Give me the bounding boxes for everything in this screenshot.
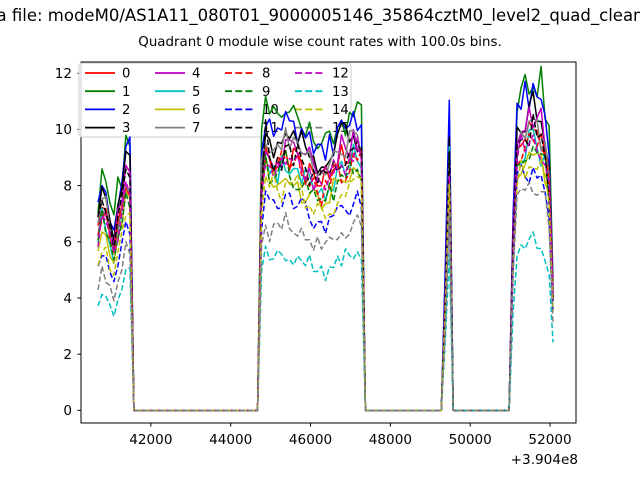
series-line-7: [97, 118, 554, 412]
x-tick-label: 48000: [369, 432, 412, 448]
x-tick-label: 50000: [449, 432, 492, 448]
legend-entry-label: 4: [192, 67, 200, 82]
y-tick-label: 12: [55, 66, 72, 82]
y-tick-label: 0: [63, 403, 72, 419]
series-line-3: [97, 90, 554, 412]
axes-title: Quadrant 0 module wise count rates with …: [138, 35, 501, 50]
legend-entry-label: 7: [192, 121, 200, 136]
y-tick-label: 6: [63, 235, 72, 251]
series-line-4: [97, 106, 554, 412]
legend-entry-label: 5: [192, 85, 200, 100]
x-tick-label: 52000: [528, 432, 571, 448]
series-lines: [97, 65, 554, 412]
legend-entry-label: 3: [122, 121, 130, 136]
legend-entry-label: 8: [262, 67, 270, 82]
y-tick-label: 4: [63, 291, 72, 307]
legend-entry-label: 1: [122, 85, 130, 100]
legend-entry-label: 2: [122, 103, 130, 118]
axes-frame: [80, 61, 577, 424]
series-line-15: [97, 181, 554, 412]
series-line-13: [97, 231, 554, 412]
legend-frame: [78, 62, 352, 138]
y-tick-label: 8: [63, 178, 72, 194]
legend-entry-label: 14: [332, 103, 349, 118]
legend-entry-label: 9: [262, 85, 270, 100]
legend-entry-label: 12: [332, 67, 349, 82]
legend-entry-label: 13: [332, 85, 349, 100]
x-tick-label: 44000: [209, 432, 252, 448]
figure-suptitle: a file: modeM0/AS1A11_080T01_9000005146_…: [0, 6, 640, 26]
legend-entry-label: 0: [122, 67, 130, 82]
x-axis-offset-text: +3.904e8: [511, 452, 578, 468]
series-line-0: [97, 120, 554, 412]
y-tick-label: 2: [63, 347, 72, 363]
x-tick-label: 42000: [129, 432, 172, 448]
y-tick-label: 10: [55, 122, 72, 138]
legend-entry-label: 6: [192, 103, 200, 118]
x-tick-label: 46000: [289, 432, 332, 448]
